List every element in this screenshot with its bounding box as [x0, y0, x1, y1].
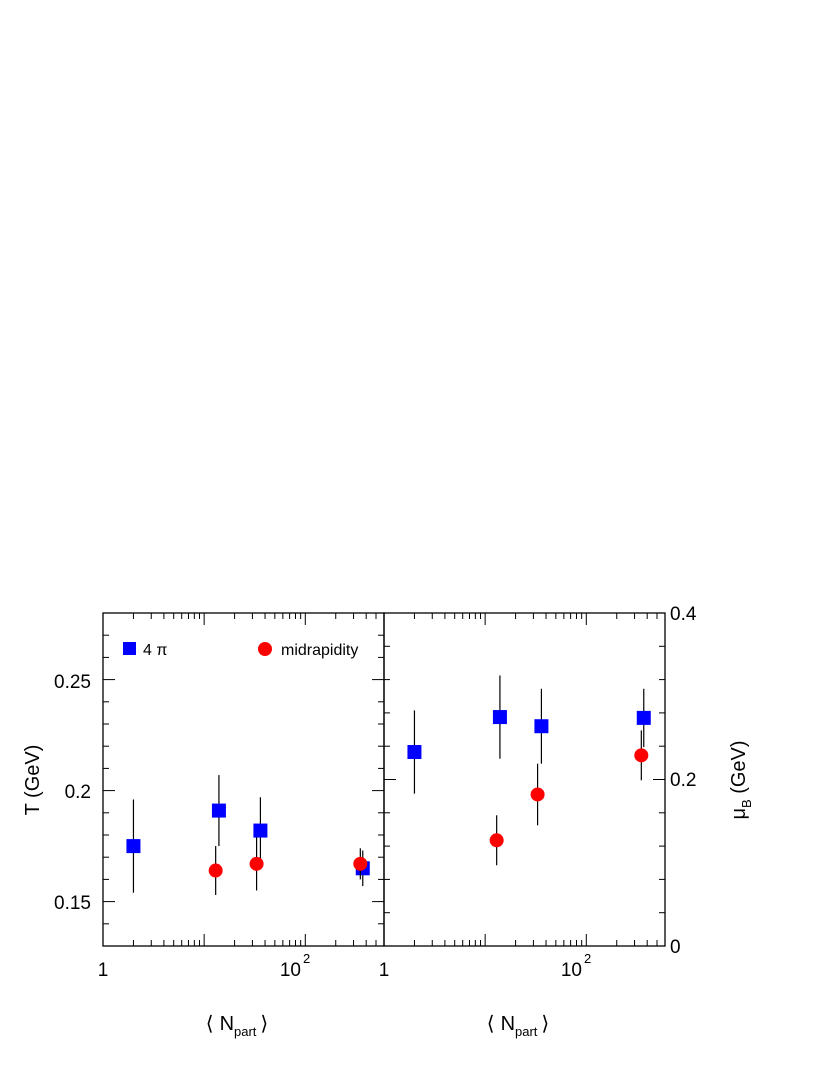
left-point-square-0: [126, 839, 141, 854]
right-ytick-label-2: 0.4: [670, 604, 697, 625]
left-xtick-label-100: 10: [280, 960, 301, 981]
right-point-circle-0: [489, 833, 504, 848]
legend-marker-4pi: [123, 642, 136, 655]
left-point-square-1: [211, 803, 226, 818]
right-xtick-exponent: 2: [584, 951, 591, 966]
right-plot-frame: [383, 612, 666, 947]
right-point-square-1: [492, 710, 507, 725]
right-xtick-label-1: 1: [379, 960, 390, 981]
left-xtick-exponent: 2: [303, 951, 310, 966]
right-data-marks: [407, 675, 651, 866]
legend-marker-midrapidity: [258, 642, 272, 656]
left-ticks: [102, 612, 385, 947]
right-ytick-label-0: 0: [670, 937, 681, 958]
right-xlabel-open: ⟨: [487, 1013, 495, 1035]
left-y-axis-title: T (GeV): [22, 745, 44, 816]
right-ylabel-main: μ: [728, 808, 750, 820]
left-xtick-label-1: 1: [98, 960, 109, 981]
right-ylabel-unit: (GeV): [728, 740, 750, 799]
right-y-axis-title: μB (GeV): [728, 740, 754, 819]
legend-label-midrapidity: midrapidity: [281, 642, 358, 659]
left-xlabel-close: ⟩: [260, 1013, 268, 1035]
right-x-axis-title: ⟨ Npart ⟩: [487, 1013, 549, 1039]
right-ticks: [383, 612, 666, 947]
left-x-axis-title: ⟨ Npart ⟩: [206, 1013, 268, 1039]
right-point-circle-2: [634, 748, 649, 763]
left-panel: 0.15 0.2 0.25 1 10 2 ⟨ Npart ⟩ T (GeV) 4 π…: [22, 612, 385, 1039]
right-xlabel-close: ⟩: [541, 1013, 549, 1035]
left-xtick-base: 10: [280, 960, 301, 981]
right-point-square-0: [407, 745, 422, 760]
right-point-square-3: [636, 710, 651, 725]
right-xlabel-main: N: [501, 1013, 515, 1035]
left-point-square-2: [253, 823, 268, 838]
legend-label-4pi: 4 π: [143, 642, 167, 659]
left-ytick-label-2: 0.25: [54, 672, 91, 693]
left-point-circle-0: [208, 863, 223, 878]
right-xtick-base: 10: [561, 960, 582, 981]
left-plot-frame: [102, 612, 385, 947]
left-point-circle-1: [249, 856, 264, 871]
left-xlabel-sub: part: [234, 1024, 257, 1039]
left-xlabel-main: N: [220, 1013, 234, 1035]
right-point-circle-1: [530, 787, 545, 802]
right-ytick-label-1: 0.2: [670, 770, 696, 791]
right-xlabel-sub: part: [515, 1024, 538, 1039]
right-point-square-2: [534, 719, 549, 734]
left-data-marks: [126, 775, 370, 895]
left-ytick-label-1: 0.2: [65, 782, 91, 803]
right-xtick-label-100: 10: [561, 960, 582, 981]
right-ylabel-sub: B: [739, 799, 754, 808]
left-xlabel-open: ⟨: [206, 1013, 214, 1035]
right-panel: 0 0.2 0.4 1 10 2 ⟨ Npart ⟩ μB (GeV): [379, 604, 754, 1039]
left-point-circle-2: [353, 856, 368, 871]
left-ytick-label-0: 0.15: [54, 893, 91, 914]
